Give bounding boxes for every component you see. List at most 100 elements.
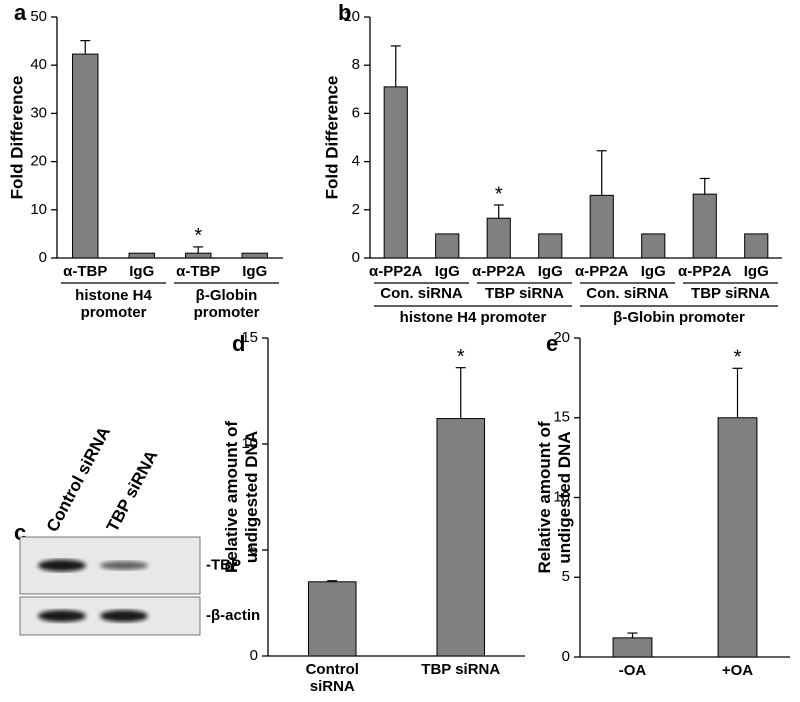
- y-tick-label: 10: [343, 8, 360, 25]
- y-tick-label: 10: [30, 201, 47, 218]
- y-tick-label: 5: [562, 568, 570, 585]
- y-tick-label: 40: [30, 56, 47, 73]
- panel-label: a: [14, 0, 27, 25]
- error-bar: [193, 246, 204, 254]
- y-axis-label: Relative amount of undigested DNA: [535, 421, 574, 574]
- lane-label: Control siRNA: [43, 423, 114, 534]
- x-tick-label: IgG: [744, 263, 769, 280]
- bar: [185, 252, 212, 259]
- panel-label: e: [546, 331, 558, 356]
- y-axis-label-box: Relative amount of undigested DNA: [222, 420, 261, 574]
- x-tick-label: α-TBP: [176, 263, 220, 280]
- x-tick-label: α-PP2A: [472, 263, 526, 280]
- blot-band: [38, 559, 86, 572]
- group-label-box: histone H4 promoter: [75, 287, 152, 322]
- x-tick-label: TBP siRNA: [421, 661, 501, 678]
- x-tick-label-box: -OA: [618, 662, 647, 679]
- x-tick-label: α-PP2A: [369, 263, 423, 280]
- error-bar: [455, 367, 466, 419]
- bar: [744, 233, 769, 259]
- subgroup-label: Con. siRNA: [380, 285, 463, 302]
- x-tick-label: IgG: [129, 263, 154, 280]
- y-tick-label: 2: [352, 201, 360, 218]
- group-label: β-Globin promoter: [193, 287, 260, 322]
- subgroup-label: TBP siRNA: [485, 285, 564, 302]
- x-tick-label: Control siRNA: [305, 661, 359, 696]
- x-tick-label: IgG: [538, 263, 563, 280]
- bar: [435, 233, 460, 259]
- bar: [383, 86, 408, 259]
- y-tick-label: 0: [250, 647, 258, 664]
- significance-mark: *: [734, 347, 742, 369]
- bar: [72, 53, 99, 259]
- x-tick-label-box: Control siRNA: [305, 661, 359, 696]
- y-tick-label: 20: [30, 153, 47, 170]
- y-tick-label: 6: [352, 104, 360, 121]
- y-tick-label: 30: [30, 104, 47, 121]
- significance-mark: *: [457, 346, 465, 368]
- significance-mark: *: [495, 183, 503, 205]
- bar: [589, 194, 614, 259]
- bar: [241, 252, 268, 259]
- error-bar: [80, 40, 91, 55]
- group-label: histone H4 promoter: [75, 287, 152, 322]
- band-label: -β-actin: [206, 607, 260, 624]
- bar: [128, 252, 155, 259]
- y-tick-label: 10: [241, 435, 258, 452]
- y-tick-label: 0: [562, 648, 570, 665]
- y-tick-label: 5: [250, 541, 258, 558]
- y-tick-label: 0: [352, 249, 360, 266]
- significance-mark: *: [194, 225, 202, 247]
- panel-label: b: [338, 0, 351, 25]
- error-bar: [732, 367, 743, 418]
- error-bar: [327, 580, 338, 582]
- group-label: β-Globin promoter: [613, 309, 745, 326]
- y-tick-label: 8: [352, 56, 360, 73]
- blot-band: [38, 610, 86, 622]
- x-tick-label: α-PP2A: [678, 263, 732, 280]
- y-tick-label: 20: [553, 329, 570, 346]
- error-bar: [699, 177, 710, 195]
- y-tick-label: 10: [553, 488, 570, 505]
- x-tick-label: IgG: [242, 263, 267, 280]
- blot-band: [100, 561, 148, 570]
- bar: [436, 418, 486, 657]
- bar: [307, 581, 357, 657]
- x-tick-label: IgG: [641, 263, 666, 280]
- x-tick-label: +OA: [721, 662, 754, 679]
- x-tick-label: α-PP2A: [575, 263, 629, 280]
- x-tick-label-box: +OA: [721, 662, 754, 679]
- y-tick-label: 4: [352, 153, 360, 170]
- y-tick-label: 15: [241, 329, 258, 346]
- blot-band: [100, 610, 148, 622]
- bar: [692, 193, 717, 259]
- error-bar: [596, 150, 607, 196]
- y-tick-label: 15: [553, 409, 570, 426]
- x-tick-label-box: TBP siRNA: [421, 661, 501, 678]
- band-label: -TBP: [206, 556, 241, 573]
- group-label-box: β-Globin promoter: [193, 287, 260, 322]
- bar: [717, 417, 758, 658]
- subgroup-label: Con. siRNA: [586, 285, 669, 302]
- y-axis-label: Fold Difference: [7, 76, 26, 200]
- y-axis-label-box: Relative amount of undigested DNA: [535, 421, 574, 574]
- lane-label: TBP siRNA: [103, 447, 162, 535]
- y-tick-label: 0: [39, 249, 47, 266]
- bar: [486, 217, 511, 259]
- group-label: histone H4 promoter: [400, 309, 547, 326]
- y-axis-label: Relative amount of undigested DNA: [222, 420, 261, 574]
- bar: [612, 637, 653, 658]
- x-tick-label: α-TBP: [63, 263, 107, 280]
- x-tick-label: -OA: [618, 662, 647, 679]
- x-tick-label: IgG: [435, 263, 460, 280]
- subgroup-label: TBP siRNA: [691, 285, 770, 302]
- error-bar: [493, 204, 504, 219]
- y-tick-label: 50: [30, 8, 47, 25]
- error-bar: [627, 632, 638, 638]
- bar: [538, 233, 563, 259]
- y-axis-label: Fold Difference: [322, 76, 341, 200]
- panel-label: d: [232, 331, 245, 356]
- error-bar: [390, 45, 401, 87]
- bar: [641, 233, 666, 259]
